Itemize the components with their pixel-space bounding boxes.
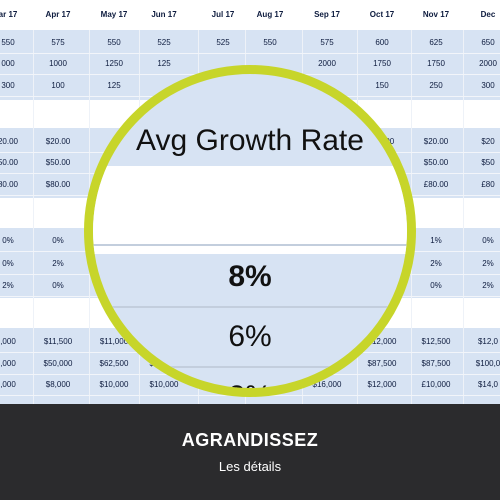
table-cell: $11,500 [43, 337, 73, 346]
footer-banner: AGRANDISSEZ Les détails [0, 404, 500, 500]
table-cell: 250 [429, 81, 443, 90]
table-cell: 50.00 [0, 158, 19, 167]
table-cell: 0% [482, 236, 494, 245]
lens-value-1: 8% [228, 260, 272, 293]
table-cell: 550 [1, 38, 15, 47]
month-header: Sep 17 [314, 10, 340, 19]
table-cell: $12,000 [367, 337, 397, 346]
table-cell: 0% [52, 281, 64, 290]
table-cell: 150 [375, 81, 389, 90]
table-cell: 300 [481, 81, 495, 90]
lens-value-3: 2% [228, 380, 272, 397]
table-cell: $14,0 [477, 380, 499, 389]
table-cell: 2% [430, 259, 442, 268]
lens-value-2: 6% [228, 320, 272, 353]
table-cell: $16,000 [312, 380, 342, 389]
table-cell: 575 [320, 38, 334, 47]
footer-title: AGRANDISSEZ [181, 430, 319, 450]
column-divider [33, 30, 34, 404]
column-divider [463, 30, 464, 404]
table-cell: 2% [482, 281, 494, 290]
table-cell: 525 [216, 38, 230, 47]
table-cell: $87,500 [367, 359, 397, 368]
lens-separator [93, 366, 407, 368]
table-cell: $100,0 [475, 359, 500, 368]
table-cell: $20.00 [45, 137, 71, 146]
table-cell: 600 [375, 38, 389, 47]
table-cell: ,000 [0, 337, 16, 346]
month-header: ar 17 [0, 10, 18, 19]
table-cell: 2% [52, 259, 64, 268]
lens-header-band [93, 166, 407, 254]
month-header-row [0, 0, 500, 30]
table-cell: 2000 [318, 59, 336, 68]
month-header: May 17 [100, 10, 128, 19]
row-divider [0, 53, 500, 54]
table-cell: 1000 [49, 59, 67, 68]
table-cell: 625 [429, 38, 443, 47]
table-cell: $12,0 [477, 337, 499, 346]
table-cell: $20.00 [423, 137, 449, 146]
table-cell: 20.00 [0, 137, 19, 146]
table-cell: 0% [52, 236, 64, 245]
table-cell: 300 [1, 81, 15, 90]
month-header: Aug 17 [256, 10, 284, 19]
month-header: Dec [480, 10, 496, 19]
table-cell: 575 [51, 38, 65, 47]
table-cell: $50,000 [43, 359, 73, 368]
table-cell: $87,500 [421, 359, 451, 368]
table-cell: 2% [482, 259, 494, 268]
table-cell: $80.00 [45, 180, 71, 189]
magnifier-lens: Avg Growth Rate 8% 6% 2% [84, 65, 416, 397]
table-cell: 1750 [427, 59, 445, 68]
footer-subtitle: Les détails [218, 459, 282, 474]
table-cell: ,000 [0, 380, 16, 389]
table-cell: £80.00 [423, 180, 449, 189]
table-cell: $12,000 [367, 380, 397, 389]
table-cell: 1750 [373, 59, 391, 68]
table-cell: 0% [2, 259, 14, 268]
table-cell: 2000 [479, 59, 497, 68]
table-cell: 125 [107, 81, 121, 90]
lens-separator [93, 244, 407, 246]
table-cell: 525 [157, 38, 171, 47]
table-cell: $11,000 [99, 337, 129, 346]
table-cell: 125 [157, 59, 171, 68]
table-cell: $10,000 [149, 380, 179, 389]
table-cell: 80.00 [0, 180, 19, 189]
table-cell: 000 [1, 59, 15, 68]
lens-title: Avg Growth Rate [136, 124, 364, 157]
table-cell: 1% [430, 236, 442, 245]
table-cell: 100 [51, 81, 65, 90]
table-cell: ,000 [0, 359, 16, 368]
table-cell: 1250 [105, 59, 123, 68]
table-cell: $62,500 [99, 359, 129, 368]
table-cell: 2% [2, 281, 14, 290]
table-cell: 0% [2, 236, 14, 245]
table-cell: $50 [481, 158, 495, 167]
month-header: Apr 17 [45, 10, 71, 19]
table-cell: 550 [107, 38, 121, 47]
table-cell: $20 [481, 137, 495, 146]
table-cell: $50.00 [45, 158, 71, 167]
table-cell: 550 [263, 38, 277, 47]
table-cell: $8,000 [45, 380, 71, 389]
lens-separator [93, 306, 407, 308]
month-header: Oct 17 [369, 10, 395, 19]
table-cell: £10,000 [421, 380, 451, 389]
table-cell: 650 [481, 38, 495, 47]
table-cell: £80 [481, 180, 495, 189]
month-header: Jul 17 [211, 10, 235, 19]
table-cell: $12,500 [421, 337, 451, 346]
table-cell: 0% [430, 281, 442, 290]
table-cell: $10,000 [99, 380, 129, 389]
month-header: Jun 17 [151, 10, 177, 19]
month-header: Nov 17 [422, 10, 450, 19]
table-cell: $50.00 [423, 158, 449, 167]
